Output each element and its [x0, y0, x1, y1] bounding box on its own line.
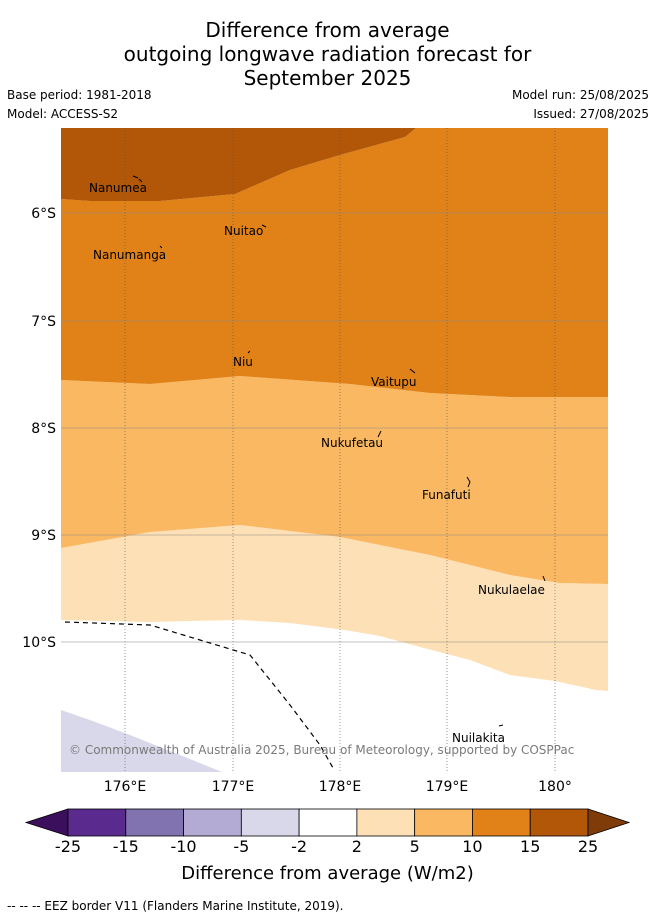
title-line-1: Difference from average — [205, 18, 450, 42]
colorbar-swatch — [356, 808, 416, 837]
model-name: Model: ACCESS-S2 — [7, 107, 119, 121]
colorbar-title: Difference from average (W/m2) — [181, 863, 474, 884]
place-label-nuitao: Nuitao — [224, 224, 263, 238]
place-label-nukufetau: Nukufetau — [321, 436, 383, 450]
colorbar-tick-label: 5 — [409, 837, 420, 856]
colorbar — [24, 808, 631, 837]
lon-tick-176e: 176°E — [104, 779, 147, 795]
colorbar-tick-label: -2 — [291, 837, 308, 856]
colorbar-swatch — [125, 808, 184, 837]
lat-tick-8s: 8°S — [31, 421, 56, 437]
colorbar-extend-low — [24, 808, 69, 837]
place-label-nanumea: Nanumea — [89, 181, 147, 195]
eez-legend-note: -- -- -- EEZ border V11 (Flanders Marine… — [7, 899, 344, 913]
place-label-nanumanga: Nanumanga — [93, 248, 166, 262]
lon-tick-180: 180° — [538, 779, 572, 795]
place-label-funafuti: Funafuti — [422, 488, 471, 502]
colorbar-tick-label: 25 — [577, 837, 599, 856]
lat-tick-6s: 6°S — [31, 206, 56, 222]
colorbar-swatch — [414, 808, 473, 837]
colorbar-extend-high — [587, 808, 631, 837]
colorbar-tick-label: -5 — [233, 837, 250, 856]
title-line-3: September 2025 — [243, 66, 412, 90]
lon-tick-177e: 177°E — [212, 779, 255, 795]
issued-date: Issued: 27/08/2025 — [533, 107, 649, 121]
colorbar-tick-label: 15 — [520, 837, 541, 856]
colorbar-swatch — [67, 808, 127, 837]
eez-border-line — [64, 621, 334, 769]
colorbar-tick-label: -15 — [112, 837, 139, 856]
colorbar-tick-label: -25 — [54, 837, 82, 856]
lat-tick-7s: 7°S — [31, 314, 56, 330]
lat-tick-9s: 9°S — [31, 528, 56, 544]
colorbar-swatch — [529, 808, 589, 837]
colorbar-swatch — [240, 808, 300, 837]
grid-lines — [61, 128, 608, 772]
copyright-notice: © Commonwealth of Australia 2025, Bureau… — [69, 743, 574, 757]
title-line-2: outgoing longwave radiation forecast for — [123, 42, 532, 66]
place-label-nuilakita: Nuilakita — [452, 731, 505, 745]
base-period: Base period: 1981-2018 — [7, 88, 152, 102]
place-label-nukulaelae: Nukulaelae — [478, 583, 545, 597]
island-outlines — [132, 175, 546, 727]
colorbar-tick-label: 10 — [462, 837, 483, 856]
lat-tick-10s: 10°S — [22, 635, 56, 651]
place-label-vaitupu: Vaitupu — [371, 375, 417, 389]
colorbar-swatch — [472, 808, 531, 837]
colorbar-tick-label: 2 — [351, 837, 362, 856]
colorbar-tick-label: -10 — [170, 837, 197, 856]
lon-tick-178e: 178°E — [319, 779, 362, 795]
model-run: Model run: 25/08/2025 — [511, 88, 649, 102]
colorbar-swatch — [298, 808, 358, 837]
colorbar-swatch — [183, 808, 242, 837]
place-label-niu: Niu — [233, 355, 253, 369]
olr-anomaly-contours — [61, 128, 608, 772]
lon-tick-179e: 179°E — [426, 779, 469, 795]
